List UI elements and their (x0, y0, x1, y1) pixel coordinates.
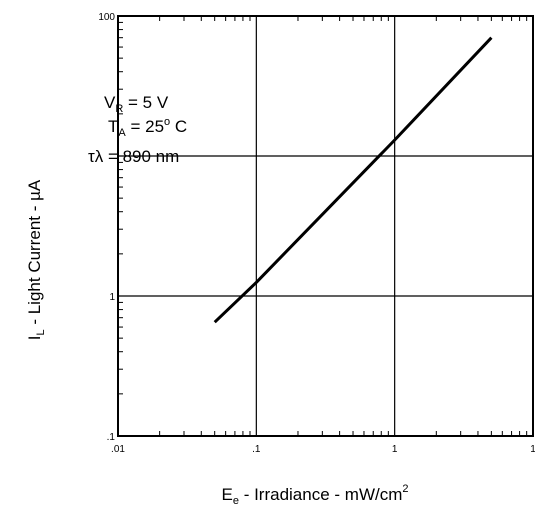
x-tick-label: .1 (252, 444, 261, 455)
x-axis-title: Ee - Irradiance - mW/cm2 (222, 483, 409, 507)
minor-ticks (118, 16, 528, 436)
y-tick-label: 1 (109, 292, 115, 303)
y-axis-title: IL - Light Current - µA (25, 179, 47, 340)
y-tick-label: 100 (98, 12, 115, 23)
x-tick-label: .01 (111, 444, 125, 455)
annotation-ta: TA = 25o C (108, 116, 187, 139)
series-line (213, 36, 493, 324)
y-tick-label: .1 (107, 432, 116, 443)
series (213, 36, 493, 324)
grid (118, 16, 533, 436)
x-tick-label: 1 (530, 444, 535, 455)
x-tick-label: 1 (392, 444, 398, 455)
annotation-vr: VR = 5 V (104, 93, 169, 115)
annotation-wavelength: τλ = 890 nm (88, 147, 179, 166)
plot-frame (117, 15, 534, 437)
